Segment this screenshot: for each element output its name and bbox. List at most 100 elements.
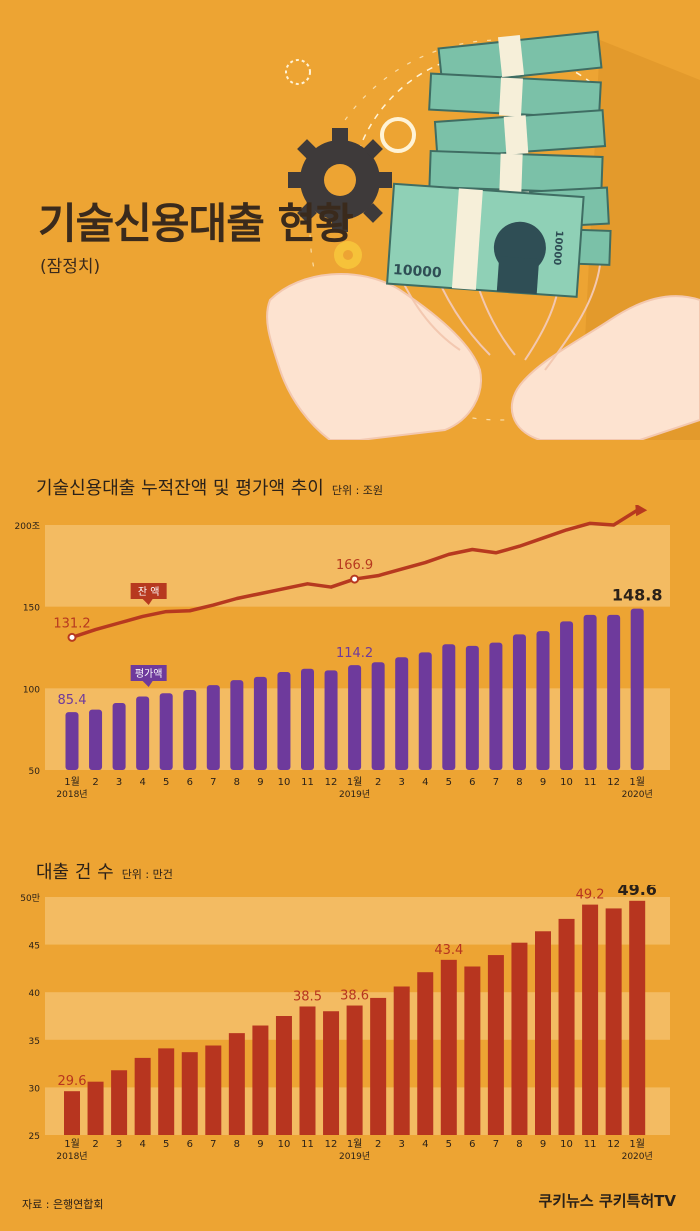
x-tick-label: 11 (301, 777, 314, 788)
x-tick-label: 2 (92, 777, 98, 788)
x-year-label: 2018년 (56, 1151, 87, 1162)
chart1-title: 기술신용대출 누적잔액 및 평가액 추이 단위 : 조원 (36, 474, 383, 500)
x-tick-label: 10 (278, 1139, 291, 1150)
bar-data-label: 49.6 (617, 885, 656, 899)
x-tick-label: 5 (446, 1139, 452, 1150)
x-tick-label: 11 (584, 1139, 597, 1150)
line-data-label: 131.2 (53, 616, 90, 631)
x-tick-label: 10 (560, 777, 573, 788)
bar-data-label: 85.4 (58, 693, 87, 708)
x-tick-label: 6 (469, 777, 475, 788)
x-tick-label: 3 (399, 777, 405, 788)
x-tick-label: 1월 (629, 1138, 645, 1150)
legend-evaluation-box (130, 665, 167, 681)
x-tick-label: 8 (234, 777, 240, 788)
brand-logo: 쿠키뉴스 쿠키특허TV (538, 1192, 676, 1210)
line-arrowhead (635, 505, 648, 517)
x-tick-label: 1월 (629, 776, 645, 788)
x-year-label: 2019년 (339, 789, 370, 800)
hand-icon (266, 257, 700, 440)
line-point (67, 632, 77, 642)
bar (134, 1057, 151, 1135)
bar (112, 703, 126, 770)
chart2-unit: 단위 : 만건 (121, 868, 173, 881)
x-year-label: 2019년 (339, 1151, 370, 1162)
bar (535, 931, 551, 1135)
bar (629, 900, 646, 1135)
bar (65, 712, 79, 770)
y-tick-label: 50 (29, 767, 41, 777)
page-subtitle: (잠정치) (40, 257, 101, 277)
legend-evaluation-pointer (142, 681, 153, 687)
x-tick-label: 1월 (347, 1138, 363, 1150)
bar (395, 657, 409, 770)
banknote-stack-icon: 10000 10000 (386, 30, 612, 298)
x-tick-label: 4 (422, 1139, 428, 1150)
bar (136, 696, 150, 770)
bar-data-label: 148.8 (612, 586, 663, 605)
legend-balance-box (130, 583, 167, 599)
bar (393, 986, 410, 1135)
bar (323, 1011, 340, 1135)
x-tick-label: 3 (399, 1139, 405, 1150)
grid-band (45, 897, 670, 945)
x-year-label: 2020년 (622, 1151, 653, 1162)
chart2-title: 대출 건 수 단위 : 만건 (36, 858, 173, 884)
x-tick-label: 5 (446, 777, 452, 788)
bar (511, 942, 528, 1135)
bar (111, 1070, 128, 1135)
x-tick-label: 7 (493, 777, 499, 788)
x-tick-label: 6 (469, 1139, 475, 1150)
x-tick-label: 6 (187, 777, 193, 788)
x-tick-label: 12 (607, 777, 620, 788)
svg-text:10000: 10000 (551, 230, 564, 266)
bar-data-label: 29.6 (58, 1074, 87, 1089)
bar (440, 959, 457, 1135)
legend-balance-pointer (142, 599, 153, 605)
chart1-unit: 단위 : 조원 (331, 484, 384, 497)
y-tick-label: 50만 (20, 893, 40, 904)
chart1-title-text: 기술신용대출 누적잔액 및 평가액 추이 (36, 478, 324, 499)
bar (299, 1006, 316, 1135)
bar (275, 1016, 292, 1135)
x-tick-label: 1월 (64, 776, 80, 788)
x-tick-label: 5 (163, 777, 169, 788)
x-tick-label: 12 (325, 1139, 338, 1150)
x-tick-label: 7 (210, 1139, 216, 1150)
bar-data-label: 43.4 (434, 943, 463, 958)
bar (64, 1091, 80, 1135)
bar (582, 904, 599, 1135)
money-hands-illustration: 10000 10000 (266, 30, 700, 440)
bar-data-label: 38.6 (340, 989, 369, 1004)
bar (465, 645, 479, 770)
x-tick-label: 11 (301, 1139, 314, 1150)
bar (489, 642, 503, 770)
bar (487, 955, 504, 1135)
bar (87, 1081, 104, 1135)
x-year-label: 2020년 (622, 789, 653, 800)
chart2-title-text: 대출 건 수 (36, 862, 114, 883)
x-tick-label: 8 (516, 1139, 522, 1150)
chart1-balance-evaluation: 200조 150 100 50 1월 2 3 4 5 6 7 8 9 10 11 12 1월 2 3 4 5 6 7 8 9 10… (15, 505, 670, 800)
x-tick-label: 5 (163, 1139, 169, 1150)
bar-data-label: 114.2 (336, 646, 373, 661)
line-data-label: 166.9 (336, 558, 373, 573)
bar (607, 614, 621, 770)
x-tick-label: 9 (257, 777, 263, 788)
y-tick-label: 40 (29, 989, 41, 999)
bar (277, 672, 291, 770)
y-tick-label: 150 (23, 604, 40, 614)
bar (181, 1052, 198, 1135)
bar (205, 1045, 222, 1135)
bar (583, 614, 597, 770)
svg-text:10000: 10000 (392, 262, 442, 281)
source-note: 자료 : 은행연합회 (22, 1198, 104, 1211)
bar (324, 670, 338, 770)
bar (605, 908, 622, 1135)
y-tick-label: 25 (29, 1132, 40, 1142)
bar (560, 621, 574, 770)
x-tick-label: 4 (139, 777, 145, 788)
bar (159, 693, 173, 770)
bar (183, 689, 197, 770)
